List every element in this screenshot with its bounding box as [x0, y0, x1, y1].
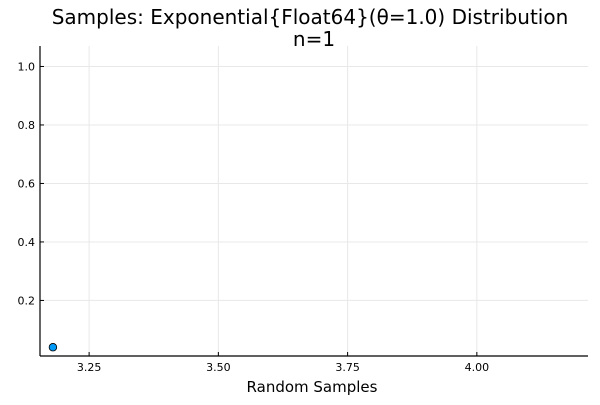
x-axis-label: Random Samples [247, 378, 378, 396]
chart-subtitle: n=1 [293, 27, 335, 51]
points-layer [48, 343, 58, 352]
y-tick-label: 0.8 [18, 119, 36, 132]
x-tick-label: 4.00 [465, 361, 490, 374]
x-tick-label: 3.50 [206, 361, 231, 374]
grid-layer [40, 46, 588, 356]
y-tick-label: 0.2 [18, 294, 36, 307]
axes-layer [39, 46, 588, 357]
x-tick-label: 3.75 [335, 361, 360, 374]
tick-layer: 3.25 3.50 3.75 4.00 0.2 0.4 0.6 0.8 1.0 [18, 60, 490, 374]
y-tick-label: 0.4 [18, 236, 36, 249]
chart-title: Samples: Exponential{Float64}(θ=1.0) Dis… [52, 5, 569, 29]
y-tick-label: 0.6 [18, 177, 36, 190]
x-tick-label: 3.25 [77, 361, 102, 374]
y-tick-label: 1.0 [18, 60, 36, 73]
data-point [48, 343, 58, 352]
